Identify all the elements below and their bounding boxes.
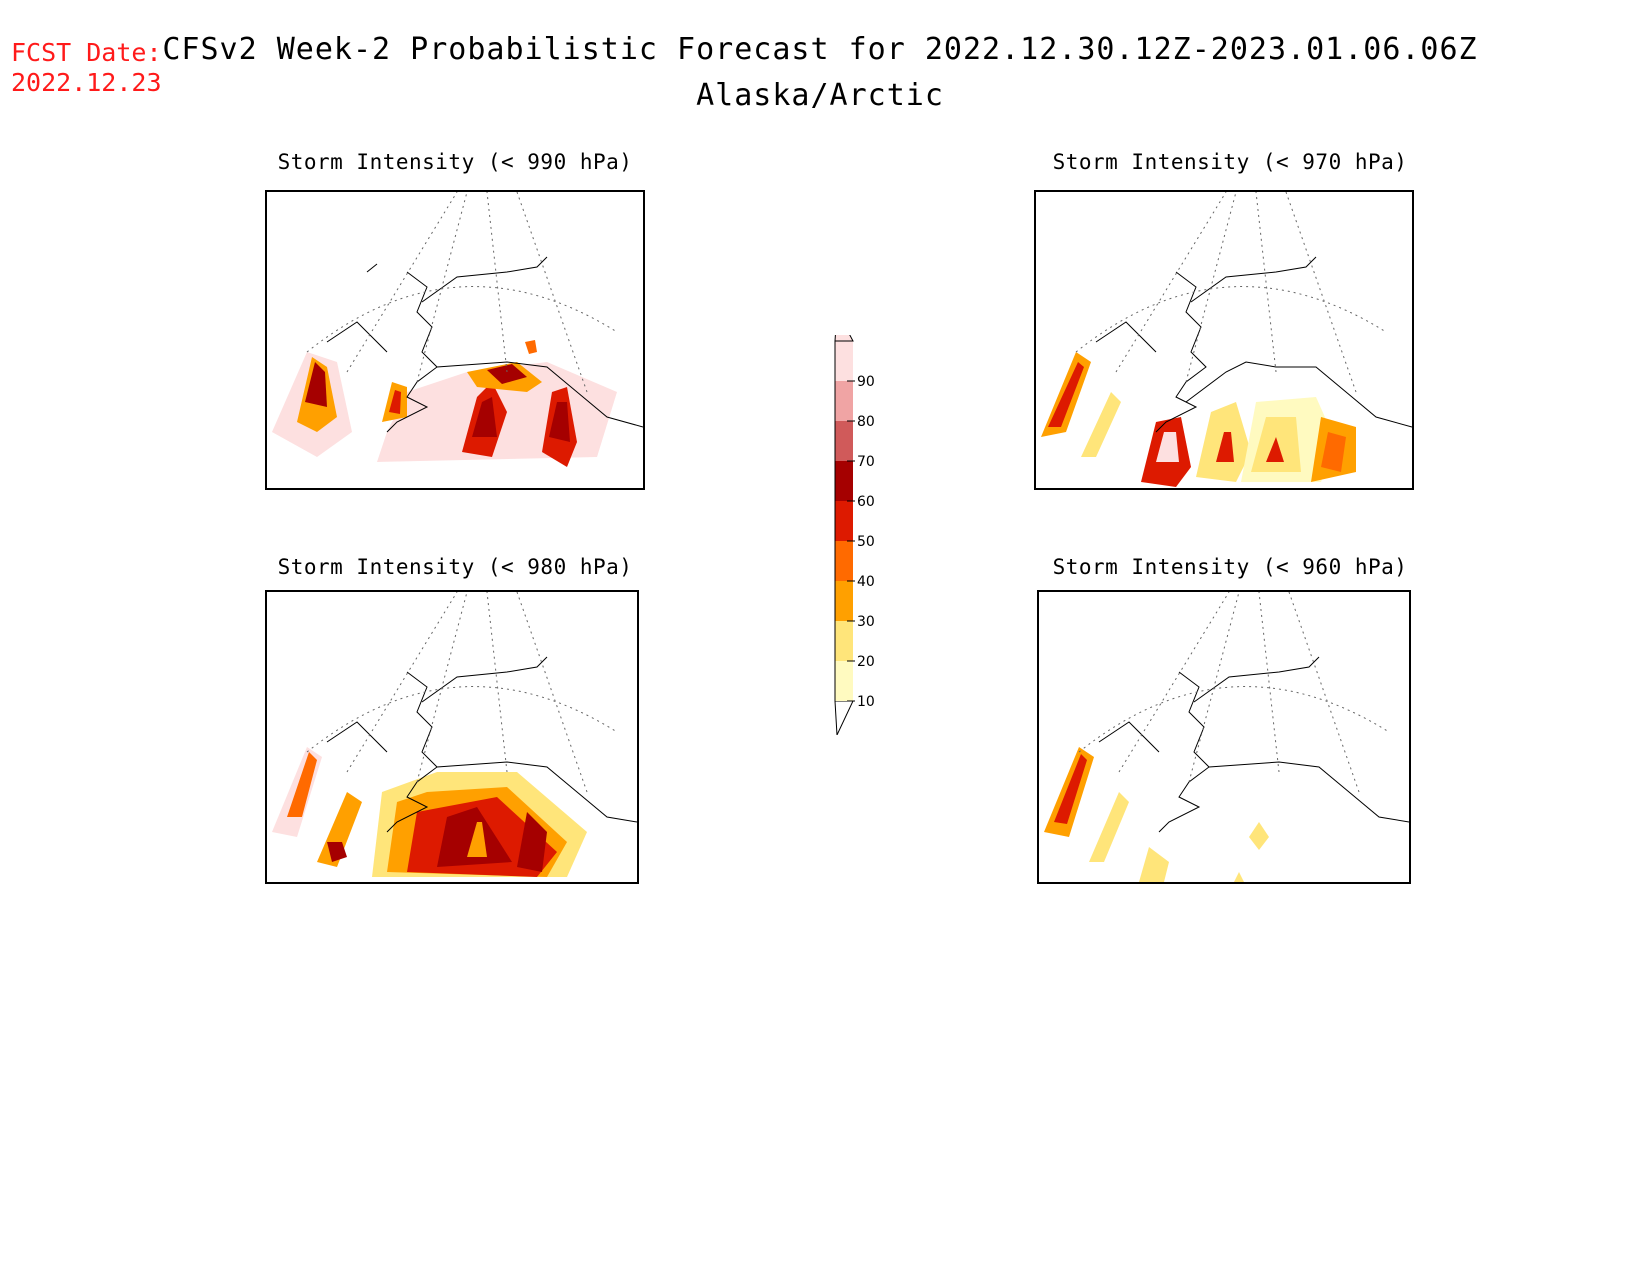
coastline-990	[326, 256, 643, 433]
shading-980	[272, 747, 587, 877]
panel-title-970: Storm Intensity (< 970 hPa)	[1052, 150, 1408, 174]
map-panel-970	[1034, 190, 1414, 490]
legend-label-80: 80	[857, 414, 875, 430]
main-title: CFSv2 Week-2 Probabilistic Forecast for …	[162, 32, 1478, 67]
color-legend: 10 20 30 40 50 60 70 80 90	[820, 309, 900, 736]
map-panel-990	[265, 190, 645, 490]
graticule-970	[1075, 192, 1387, 393]
legend-swatch-80	[835, 381, 853, 421]
shading-960	[1044, 747, 1269, 882]
legend-label-10: 10	[857, 694, 875, 710]
region-subtitle: Alaska/Arctic	[696, 78, 944, 113]
forecast-date-value: 2022.12.23	[11, 68, 162, 97]
forecast-date-block: FCST Date: 2022.12.23	[11, 38, 162, 98]
shading-970	[1041, 352, 1356, 487]
panel-title-980: Storm Intensity (< 980 hPa)	[277, 555, 633, 579]
legend-swatch-60	[835, 461, 853, 501]
coastline-970	[1095, 256, 1412, 433]
map-panel-960	[1037, 590, 1411, 884]
legend-bottom-tip	[834, 700, 854, 736]
graticule-960	[1078, 592, 1390, 793]
legend-swatch-70	[835, 421, 853, 461]
legend-swatch-40	[835, 541, 853, 581]
graticule-980	[306, 592, 618, 793]
legend-swatch-10	[835, 661, 853, 701]
legend-label-90: 90	[857, 374, 875, 390]
legend-label-20: 20	[857, 654, 875, 670]
legend-label-40: 40	[857, 574, 875, 590]
legend-top-tip	[834, 309, 854, 342]
legend-swatch-90	[835, 341, 853, 381]
map-panel-980	[265, 590, 639, 884]
coastline-980	[326, 656, 637, 833]
shading-990	[272, 340, 617, 467]
legend-label-50: 50	[857, 534, 875, 550]
panel-title-990: Storm Intensity (< 990 hPa)	[277, 150, 633, 174]
legend-swatch-30	[835, 581, 853, 621]
legend-label-30: 30	[857, 614, 875, 630]
legend-swatch-50	[835, 501, 853, 541]
panel-title-960: Storm Intensity (< 960 hPa)	[1052, 555, 1408, 579]
graticule-990	[306, 192, 618, 393]
legend-colorbar: 10 20 30 40 50 60 70 80 90	[834, 309, 875, 736]
legend-swatch-20	[835, 621, 853, 661]
legend-label-60: 60	[857, 494, 875, 510]
legend-label-70: 70	[857, 454, 875, 470]
forecast-date-label: FCST Date:	[11, 38, 162, 67]
coastline-960	[1098, 656, 1409, 833]
